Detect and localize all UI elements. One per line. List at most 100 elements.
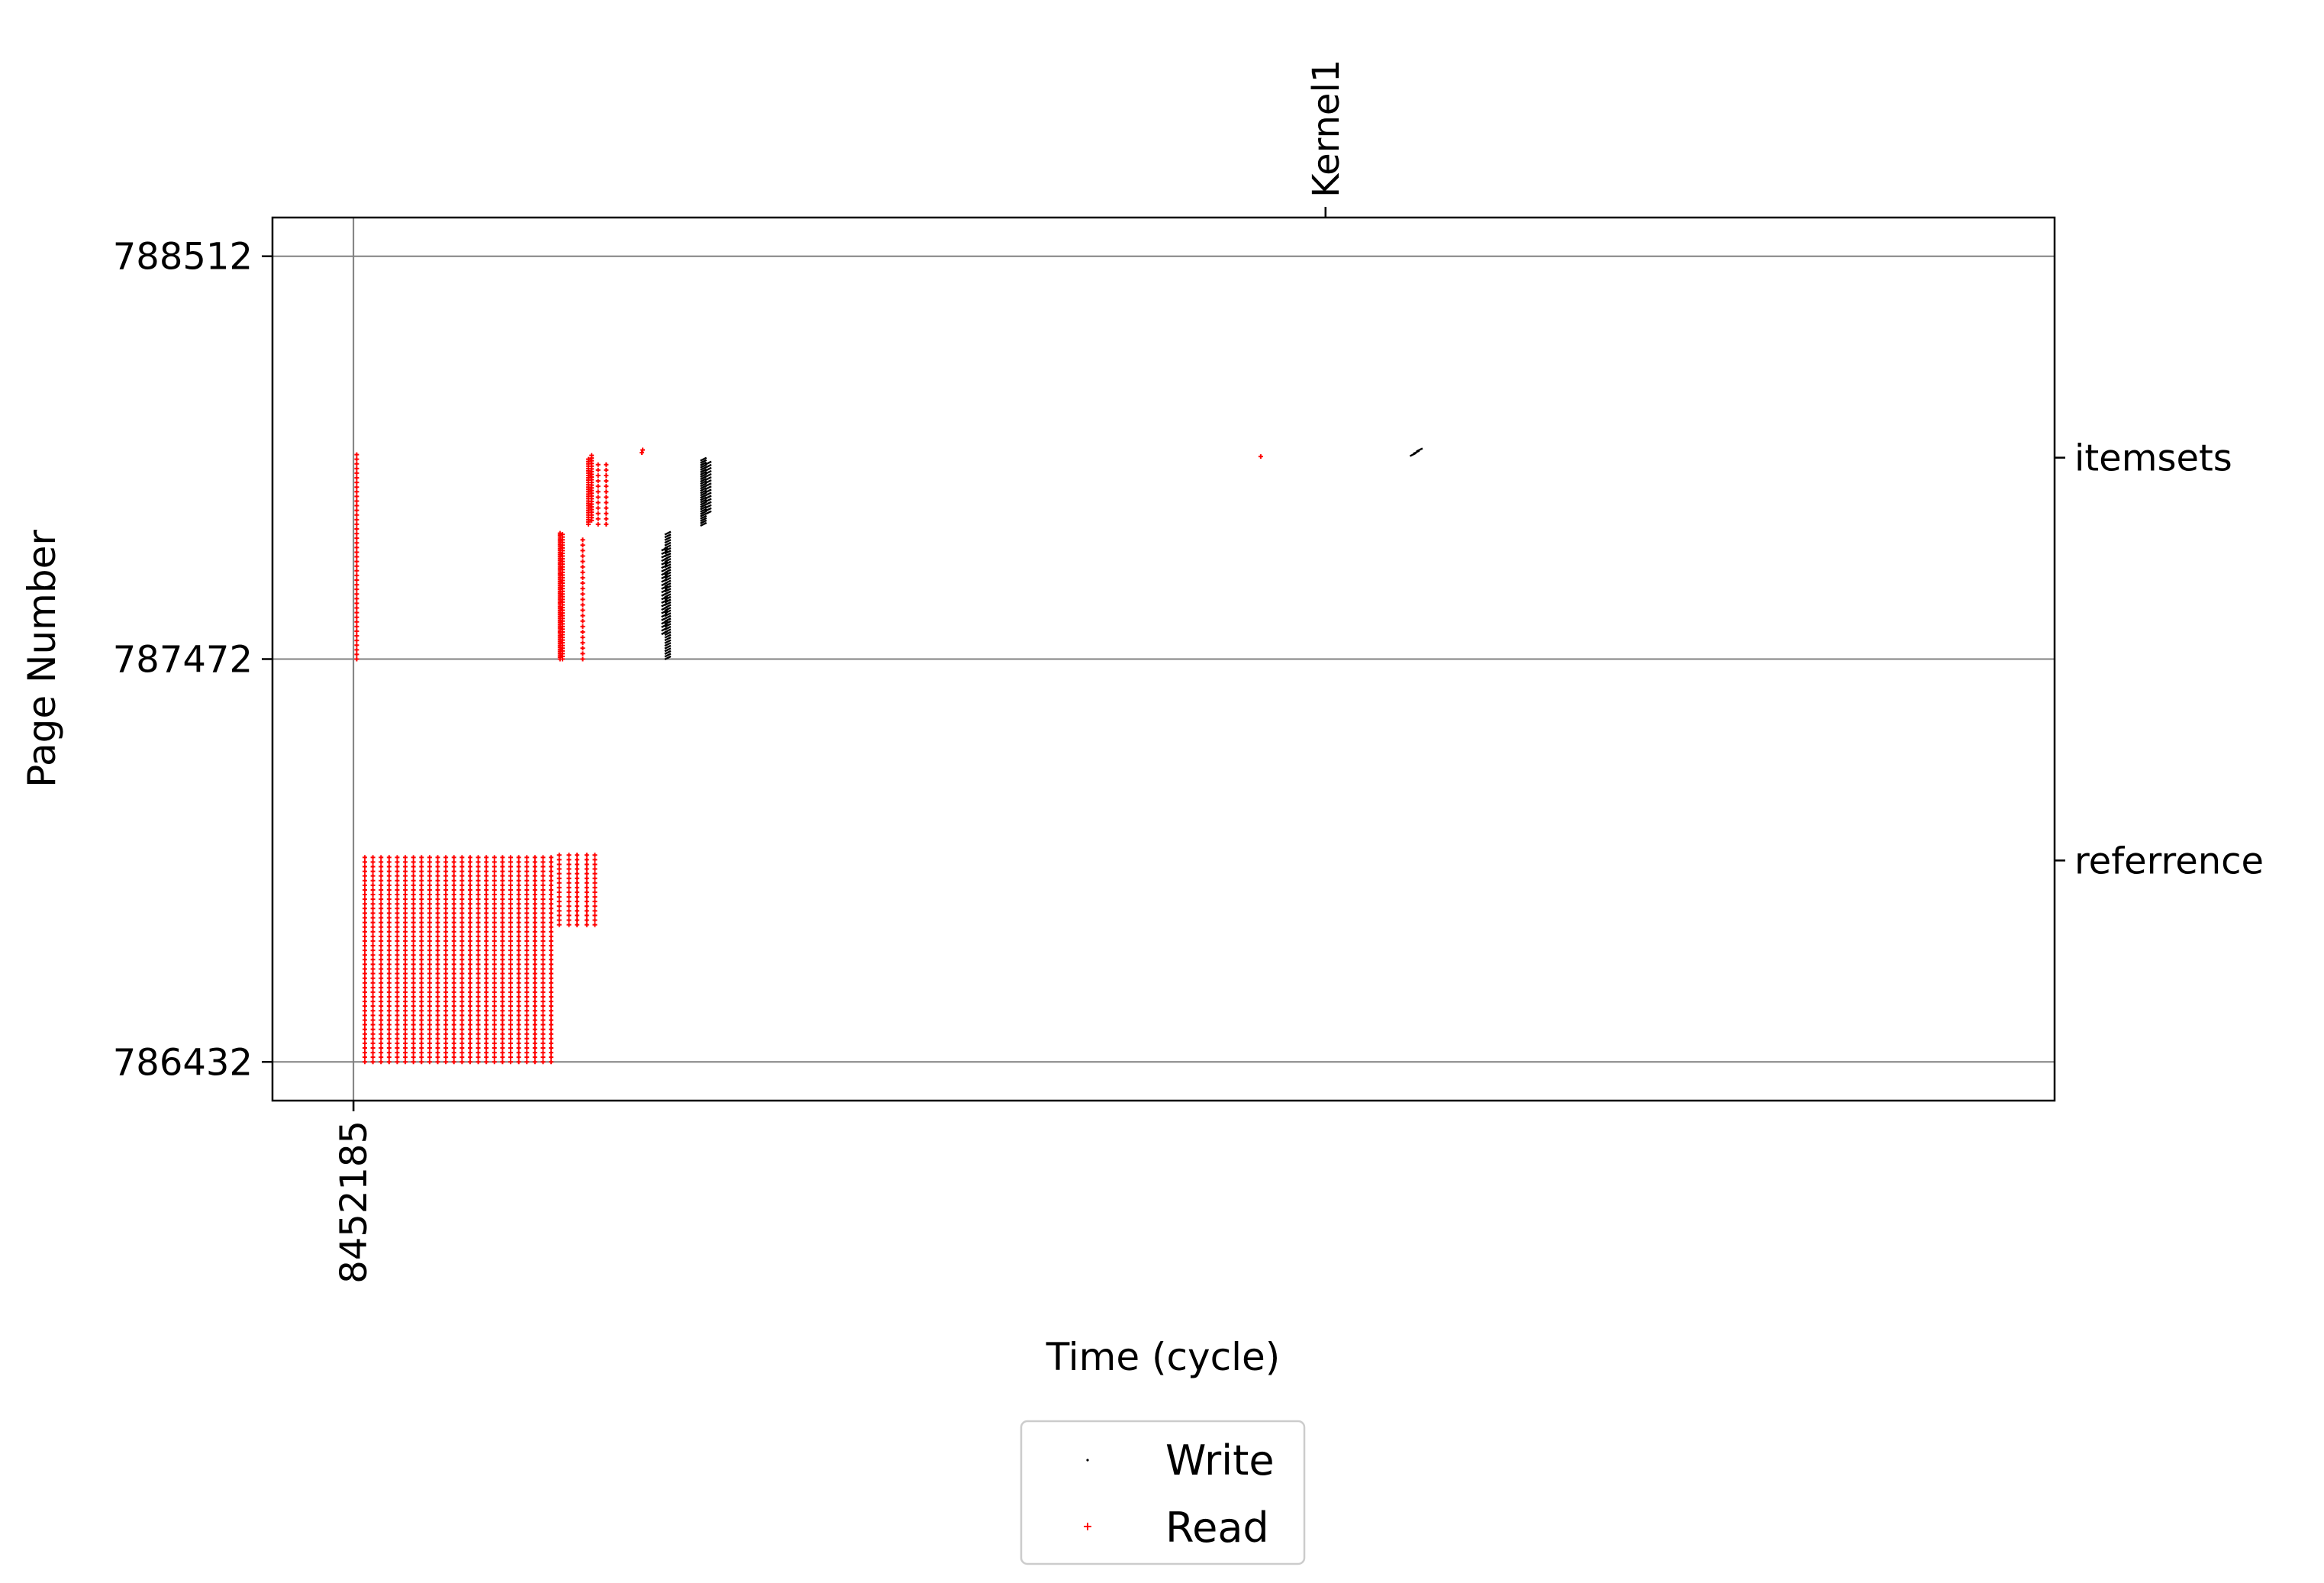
read-point — [443, 966, 449, 972]
read-point — [435, 1045, 440, 1050]
read-point — [419, 989, 424, 995]
read-point — [556, 913, 562, 918]
read-point — [508, 1031, 514, 1037]
read-point — [475, 1008, 481, 1014]
read-point — [362, 878, 367, 883]
write-point — [700, 492, 708, 497]
read-point — [362, 882, 367, 888]
read-point — [451, 887, 456, 892]
read-point — [443, 1040, 449, 1046]
write-point — [661, 578, 669, 583]
read-point — [492, 1017, 497, 1023]
read-point — [443, 878, 449, 883]
read-point — [508, 933, 514, 939]
read-point — [362, 869, 367, 874]
read-point — [435, 920, 440, 925]
read-point — [484, 999, 489, 1004]
read-point — [379, 953, 384, 958]
read-point — [604, 495, 609, 500]
read-point — [549, 1050, 554, 1056]
read-point — [549, 1059, 554, 1065]
read-point — [467, 897, 472, 902]
read-point — [584, 895, 589, 900]
read-point — [419, 1027, 424, 1032]
read-point — [443, 855, 449, 860]
read-point — [443, 915, 449, 920]
read-point — [419, 1040, 424, 1046]
read-point — [435, 1017, 440, 1023]
read-point — [443, 995, 449, 999]
read-point — [516, 855, 521, 860]
read-point — [549, 929, 554, 934]
read-point — [540, 859, 546, 865]
read-point — [395, 1050, 400, 1056]
read-point — [516, 1031, 521, 1037]
read-point — [435, 953, 440, 958]
read-point — [395, 929, 400, 934]
read-point — [379, 1013, 384, 1018]
read-point — [532, 938, 537, 943]
read-point — [419, 901, 424, 907]
read-point — [435, 1008, 440, 1014]
read-point — [532, 971, 537, 976]
read-point — [443, 929, 449, 934]
read-point — [492, 1022, 497, 1027]
read-point — [524, 911, 530, 916]
read-point — [451, 1008, 456, 1014]
read-point — [435, 887, 440, 892]
read-point — [508, 855, 514, 860]
read-point — [370, 915, 376, 920]
read-point — [435, 855, 440, 860]
read-point — [451, 892, 456, 898]
read-point — [532, 892, 537, 898]
write-point — [661, 571, 669, 576]
read-point — [354, 601, 359, 606]
read-point — [379, 892, 384, 898]
read-point — [524, 1059, 530, 1065]
read-point — [435, 1013, 440, 1018]
read-point — [411, 1004, 416, 1009]
read-point — [467, 995, 472, 999]
read-point — [427, 1045, 432, 1050]
read-point — [540, 911, 546, 916]
read-point — [540, 975, 546, 981]
read-point — [540, 980, 546, 985]
write-point — [700, 508, 708, 513]
read-point — [516, 906, 521, 911]
read-point — [595, 489, 601, 495]
read-point — [500, 920, 505, 925]
read-point — [379, 915, 384, 920]
read-point — [492, 933, 497, 939]
read-point — [549, 1013, 554, 1018]
read-point — [411, 882, 416, 888]
read-point — [532, 1017, 537, 1023]
read-point — [411, 864, 416, 869]
read-point — [411, 1008, 416, 1014]
read-point — [580, 537, 585, 543]
read-point — [411, 933, 416, 939]
read-point — [354, 628, 359, 634]
read-point — [459, 864, 465, 869]
read-point — [362, 933, 367, 939]
read-point — [419, 915, 424, 920]
read-point — [451, 995, 456, 999]
read-point — [508, 864, 514, 869]
read-point — [459, 985, 465, 990]
read-point — [379, 985, 384, 990]
read-point — [443, 985, 449, 990]
read-point — [403, 995, 408, 999]
read-point — [532, 943, 537, 949]
read-point — [451, 953, 456, 958]
read-point — [403, 1022, 408, 1027]
read-point — [354, 572, 359, 578]
read-point — [427, 859, 432, 865]
read-point — [467, 1027, 472, 1032]
write-point — [661, 623, 669, 628]
write-point — [664, 530, 672, 536]
read-point — [532, 897, 537, 902]
read-point — [592, 895, 598, 900]
read-point — [370, 901, 376, 907]
read-point — [532, 1008, 537, 1014]
read-point — [508, 920, 514, 925]
read-point — [370, 1022, 376, 1027]
